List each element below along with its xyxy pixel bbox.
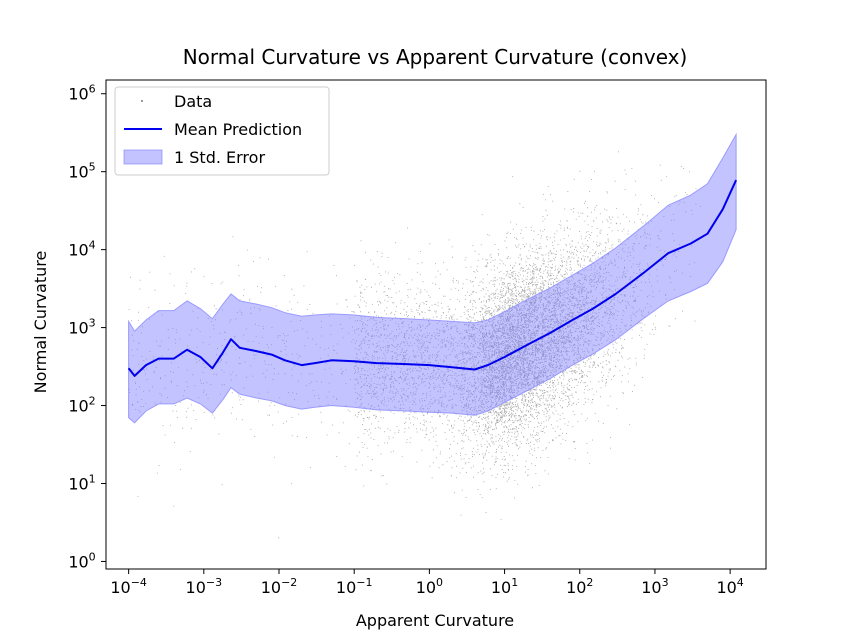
x-tick-label: 103 xyxy=(641,576,668,597)
y-tick-label: 102 xyxy=(68,395,95,416)
std-error-band-layer xyxy=(128,132,737,424)
y-tick-label: 106 xyxy=(68,83,95,104)
x-tick-label: 102 xyxy=(566,576,593,597)
std-error-band xyxy=(128,132,737,424)
legend-label-std: 1 Std. Error xyxy=(174,148,265,167)
y-axis-ticks: 100 101 102 103 104 105 106 xyxy=(68,83,106,571)
x-tick-label: 10−1 xyxy=(336,576,373,597)
mean-prediction-line xyxy=(127,179,738,377)
legend-label-mean: Mean Prediction xyxy=(174,120,302,139)
x-tick-label: 104 xyxy=(716,576,743,597)
plot-frame xyxy=(105,79,767,570)
x-axis-ticks: 10−4 10−3 10−2 10−1 100 101 102 103 104 xyxy=(110,569,744,597)
x-axis-label: Apparent Curvature xyxy=(356,611,514,630)
legend-label-data: Data xyxy=(174,92,212,111)
x-tick-label: 101 xyxy=(491,576,518,597)
y-tick-label: 103 xyxy=(68,317,95,338)
legend: Data Mean Prediction 1 Std. Error xyxy=(114,86,330,176)
x-tick-label: 100 xyxy=(416,576,443,597)
legend-std-swatch xyxy=(123,149,163,165)
legend-data-marker xyxy=(141,100,143,102)
x-tick-label: 10−3 xyxy=(186,576,223,597)
x-tick-label: 10−4 xyxy=(110,576,147,597)
mean-line-layer xyxy=(127,179,738,377)
legend-box xyxy=(114,86,330,176)
y-axis-label: Normal Curvature xyxy=(31,251,50,394)
y-tick-label: 101 xyxy=(68,472,95,493)
y-tick-label: 105 xyxy=(68,161,95,182)
y-tick-label: 104 xyxy=(68,239,95,260)
chart-title: Normal Curvature vs Apparent Curvature (… xyxy=(183,45,688,69)
y-tick-label: 100 xyxy=(68,550,95,571)
x-tick-label: 10−2 xyxy=(261,576,298,597)
